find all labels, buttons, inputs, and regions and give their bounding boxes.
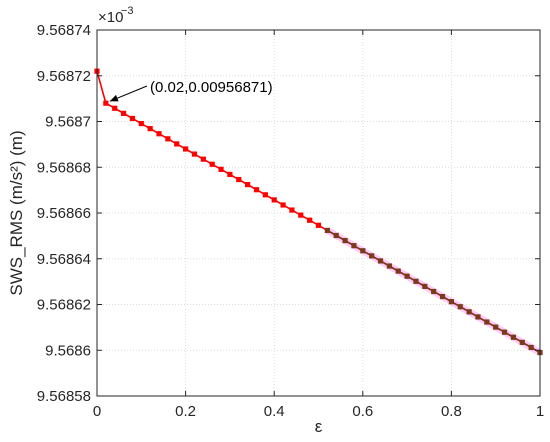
series-point [422, 283, 428, 289]
series-point [439, 293, 446, 300]
series-point [262, 192, 268, 198]
x-tick-label: 0.6 [352, 403, 373, 420]
series-point [475, 314, 481, 320]
series-point [351, 243, 357, 249]
series-point [209, 161, 215, 167]
series-point [227, 171, 233, 178]
ticks: 0 0.2 0.4 0.6 0.8 1 9.56858 9.5686 9.56862 9.5686… [37, 22, 544, 420]
series-point [377, 258, 384, 264]
x-axis-label: ε [315, 417, 323, 436]
series-point [510, 334, 517, 340]
series-point [333, 232, 339, 239]
series-point [191, 151, 198, 157]
series-point [466, 309, 472, 315]
x-tick-label: 1 [536, 403, 544, 420]
series-point [386, 263, 392, 269]
y-exponent-power: −3 [121, 5, 134, 17]
series-point [156, 131, 162, 137]
series-point [271, 197, 277, 203]
y-tick-label: 9.5687 [45, 114, 91, 131]
series-point [245, 182, 251, 188]
series-point [280, 202, 286, 208]
series-point [307, 217, 313, 223]
series-point [324, 227, 330, 234]
y-tick-label: 9.56872 [37, 68, 91, 85]
y-tick-label: 9.56868 [37, 159, 91, 176]
series-point [183, 146, 189, 152]
y-tick-label: 9.5686 [45, 342, 91, 359]
series-point [528, 344, 534, 351]
x-tick-label: 0.8 [441, 403, 462, 420]
series-point [174, 141, 180, 147]
series-point [360, 248, 366, 254]
series-point [315, 222, 322, 228]
series-point [120, 110, 127, 116]
x-tick-label: 0.2 [175, 403, 196, 420]
series-point [236, 176, 242, 183]
y-axis-label: SWS_RMS (m/s²) (m) [7, 130, 26, 295]
annotation-label: (0.02,0.00956871) [150, 79, 273, 96]
annotation-arrow-head [109, 94, 119, 102]
series-point [298, 212, 304, 218]
series-point [413, 278, 419, 284]
series-point [448, 299, 454, 305]
y-tick-label: 9.56862 [37, 297, 91, 314]
annotation: (0.02,0.00956871) [109, 79, 273, 102]
series-point [138, 120, 144, 127]
series-point [369, 253, 375, 259]
series-point [493, 324, 499, 330]
y-tick-label: 9.56874 [37, 22, 91, 39]
series-point [165, 136, 171, 142]
series-point [395, 268, 401, 274]
series-point [431, 288, 437, 295]
series-point [103, 100, 109, 106]
y-tick-label: 9.56864 [37, 251, 91, 268]
series-point [457, 304, 463, 310]
series-point [519, 339, 525, 345]
series-point [218, 166, 224, 172]
y-tick-label: 9.56858 [37, 388, 91, 405]
data-marks [94, 68, 543, 356]
series-point [501, 329, 508, 335]
series-point [484, 319, 490, 325]
series-point [342, 237, 348, 244]
series-point [147, 126, 153, 132]
y-exponent-base: ×10 [98, 9, 123, 26]
x-tick-label: 0.4 [264, 403, 285, 420]
y-tick-label: 9.56866 [37, 205, 91, 222]
series-point [129, 115, 136, 122]
series-point [200, 156, 206, 162]
series-point [253, 187, 260, 193]
x-tick-label: 0 [93, 403, 101, 420]
series-point [289, 207, 295, 213]
series-point [112, 105, 118, 111]
series-point [404, 273, 410, 279]
